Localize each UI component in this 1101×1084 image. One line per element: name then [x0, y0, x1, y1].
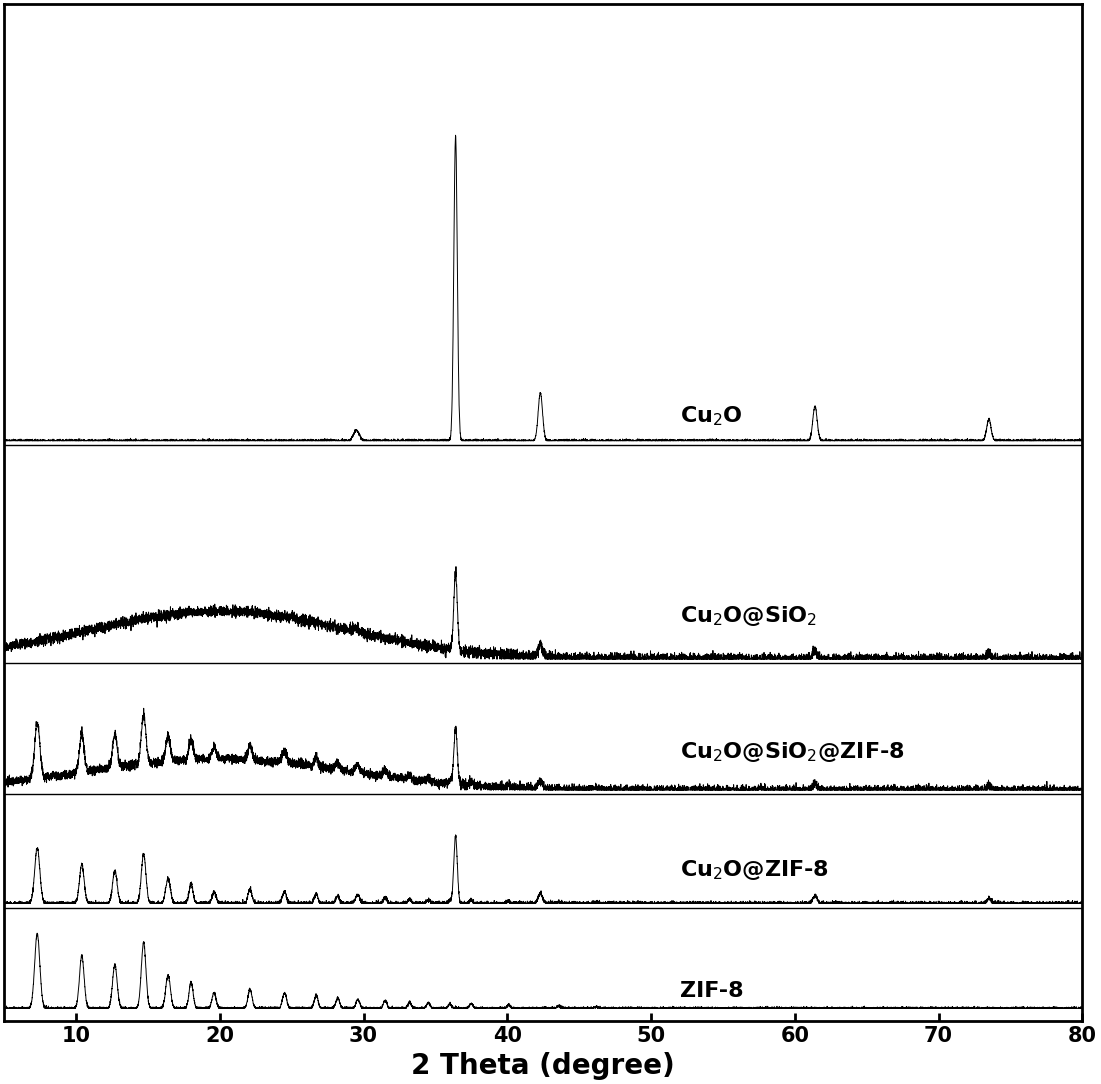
Text: ZIF-8: ZIF-8 — [679, 981, 743, 1002]
Text: Cu$_2$O@SiO$_2$: Cu$_2$O@SiO$_2$ — [679, 605, 817, 629]
Text: Cu$_2$O: Cu$_2$O — [679, 404, 742, 428]
X-axis label: 2 Theta (degree): 2 Theta (degree) — [412, 1051, 675, 1080]
Text: Cu$_2$O@SiO$_2$@ZIF-8: Cu$_2$O@SiO$_2$@ZIF-8 — [679, 739, 904, 764]
Text: Cu$_2$O@ZIF-8: Cu$_2$O@ZIF-8 — [679, 857, 829, 881]
